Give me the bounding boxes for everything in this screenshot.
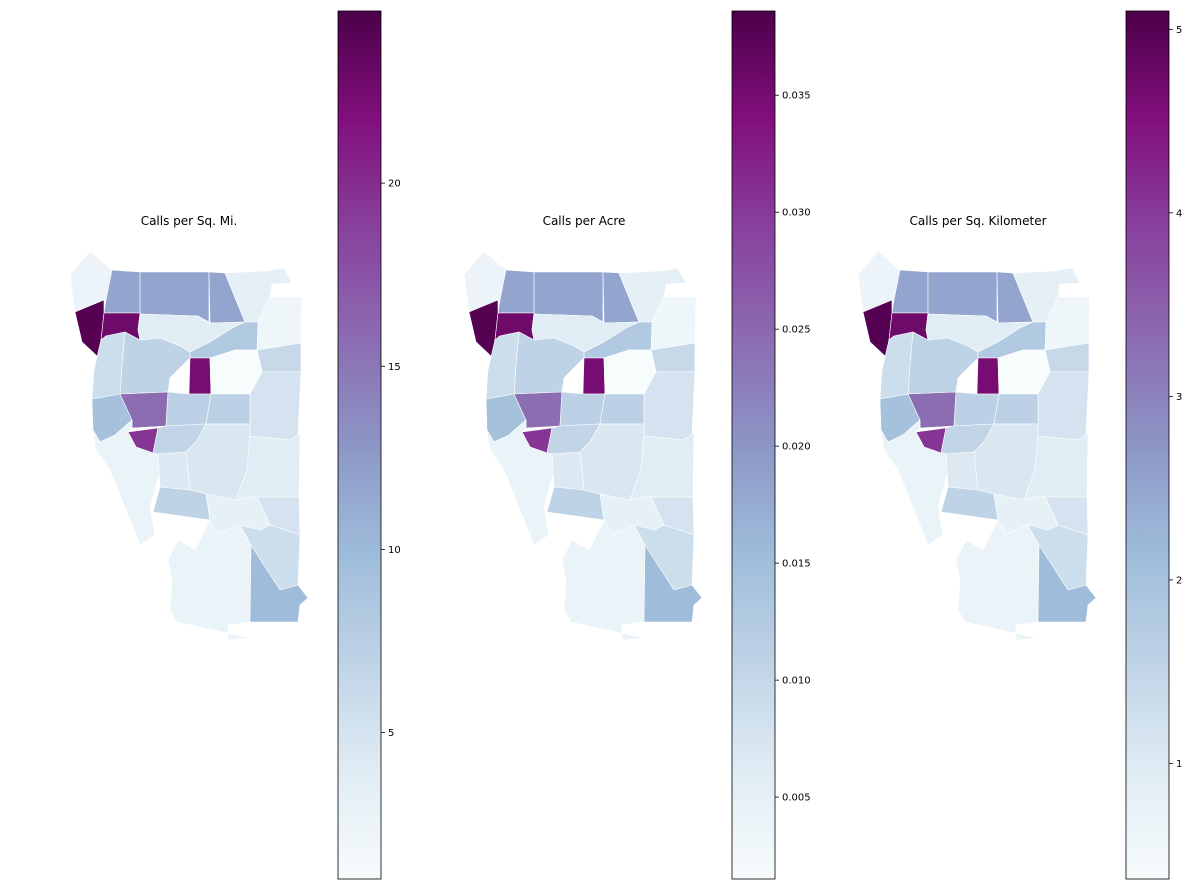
region-south-center: [551, 451, 585, 491]
region-south-center: [945, 451, 979, 491]
region-south-big: [167, 519, 252, 641]
region-south-center: [157, 451, 191, 491]
district-map: [69, 250, 309, 641]
colorbar-tick-label: 0.035: [782, 91, 811, 102]
panel-title: Calls per Acre: [543, 214, 626, 228]
panel-calls-per-sq-kilometer: Calls per Sq. Kilometer 1 2 3 4 5: [857, 10, 1182, 880]
colorbar-tick-label: 3: [1176, 392, 1182, 403]
colorbar-tick-label: 20: [388, 179, 401, 190]
colorbar: 1 2 3 4 5: [1125, 10, 1182, 880]
region-center-s1: [559, 391, 606, 427]
region-purple-mid: [119, 391, 169, 429]
panel-calls-per-sq-mi: Calls per Sq. Mi. 5 10 15 20: [69, 10, 401, 880]
colorbar-tick-label: 0.020: [782, 442, 811, 453]
region-dark-square: [976, 357, 1000, 395]
panel-calls-per-acre: Calls per Acre 0.005 0.010 0.015 0.020 0.025…: [463, 10, 811, 880]
region-strip-e: [993, 393, 1039, 425]
region-east-2: [1037, 371, 1090, 441]
colorbar: 0.005 0.010 0.015 0.020 0.025 0.030 0.035: [731, 10, 811, 880]
colorbar-tick-label: 15: [388, 362, 401, 373]
district-map: [857, 250, 1097, 641]
region-dark-square: [188, 357, 212, 395]
region-se-blue: [643, 544, 703, 623]
region-strip-e: [599, 393, 645, 425]
colorbar-tick-label: 5: [388, 728, 394, 739]
colorbar-tick-label: 4: [1176, 208, 1182, 219]
colorbar-tick-label: 10: [388, 545, 401, 556]
colorbar-tick-label: 0.025: [782, 325, 811, 336]
region-east-2: [249, 371, 302, 441]
region-se-blue: [249, 544, 309, 623]
region-purple-mid: [513, 391, 563, 429]
panel-title: Calls per Sq. Mi.: [141, 214, 238, 228]
colorbar: 5 10 15 20: [337, 10, 401, 880]
colorbar-tick-label: 1: [1176, 759, 1182, 770]
colorbar-tick-label: 2: [1176, 575, 1182, 586]
region-strip-e: [205, 393, 251, 425]
region-south-big: [955, 519, 1040, 641]
region-south-big: [561, 519, 646, 641]
region-center-s1: [165, 391, 212, 427]
panel-title: Calls per Sq. Kilometer: [909, 214, 1046, 228]
region-purple-mid: [907, 391, 957, 429]
colorbar-tick-label: 0.005: [782, 793, 811, 804]
colorbar-gradient: [337, 10, 382, 880]
region-east-2: [643, 371, 696, 441]
region-dark-square: [582, 357, 606, 395]
region-se-blue: [1037, 544, 1097, 623]
colorbar-tick-label: 0.010: [782, 676, 811, 687]
colorbar-tick-label: 0.030: [782, 208, 811, 219]
colorbar-tick-label: 0.015: [782, 559, 811, 570]
colorbar-tick-label: 5: [1176, 25, 1182, 36]
district-map: [463, 250, 703, 641]
colorbar-gradient: [1125, 10, 1170, 880]
region-center-s1: [953, 391, 1000, 427]
colorbar-gradient: [731, 10, 776, 880]
